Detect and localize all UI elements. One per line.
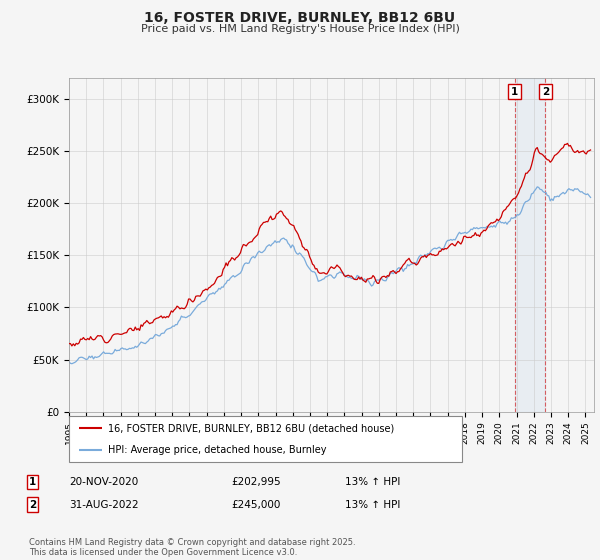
Text: Contains HM Land Registry data © Crown copyright and database right 2025.
This d: Contains HM Land Registry data © Crown c… — [29, 538, 355, 557]
FancyBboxPatch shape — [69, 416, 462, 462]
Text: 13% ↑ HPI: 13% ↑ HPI — [345, 477, 400, 487]
Text: 1: 1 — [29, 477, 36, 487]
Text: 20-NOV-2020: 20-NOV-2020 — [69, 477, 138, 487]
Text: £202,995: £202,995 — [231, 477, 281, 487]
Text: 13% ↑ HPI: 13% ↑ HPI — [345, 500, 400, 510]
Text: Price paid vs. HM Land Registry's House Price Index (HPI): Price paid vs. HM Land Registry's House … — [140, 24, 460, 34]
Text: 2: 2 — [29, 500, 36, 510]
Text: £245,000: £245,000 — [231, 500, 280, 510]
Text: 16, FOSTER DRIVE, BURNLEY, BB12 6BU (detached house): 16, FOSTER DRIVE, BURNLEY, BB12 6BU (det… — [109, 423, 395, 433]
Text: 16, FOSTER DRIVE, BURNLEY, BB12 6BU: 16, FOSTER DRIVE, BURNLEY, BB12 6BU — [145, 11, 455, 25]
Text: 1: 1 — [511, 87, 518, 97]
Text: 2: 2 — [542, 87, 549, 97]
Bar — [515, 78, 545, 412]
Text: 31-AUG-2022: 31-AUG-2022 — [69, 500, 139, 510]
Text: HPI: Average price, detached house, Burnley: HPI: Average price, detached house, Burn… — [109, 445, 327, 455]
